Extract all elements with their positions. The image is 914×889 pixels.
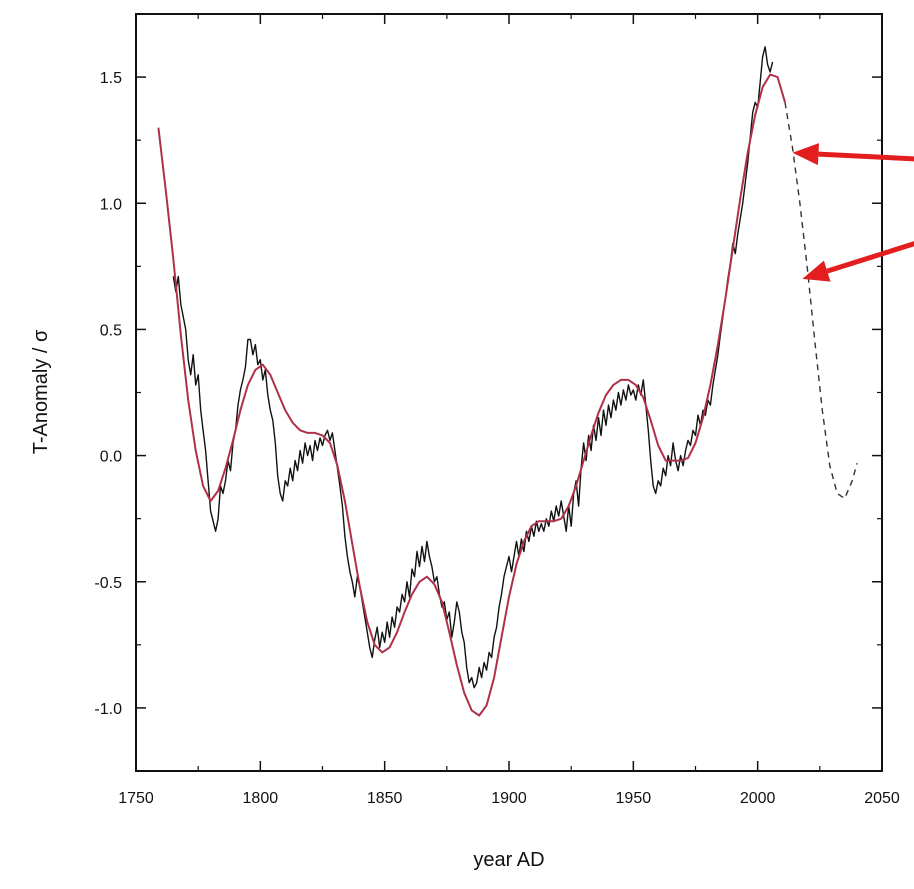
series-line-projection <box>784 102 858 500</box>
x-tick-label: 1800 <box>243 790 279 807</box>
y-tick-label: 0.0 <box>100 449 122 466</box>
y-tick-label: 1.5 <box>100 70 122 87</box>
tick-labels: 1750 1800 1850 1900 1950 2000 2050 -1.0 -0.5 0.0 0… <box>94 70 899 807</box>
x-tick-label: 1900 <box>491 790 527 807</box>
series-line-fit <box>157 73 786 717</box>
annotation-arrow-head <box>792 143 819 166</box>
plot-frame <box>135 13 883 772</box>
y-tick-label: 1.0 <box>100 196 122 213</box>
y-tick-label: -0.5 <box>94 575 122 592</box>
x-tick-label: 1850 <box>367 790 403 807</box>
x-tick-label: 2050 <box>864 790 900 807</box>
series-line-observed <box>172 46 774 689</box>
y-tick-label: 0.5 <box>100 322 122 339</box>
x-tick-label: 2000 <box>740 790 776 807</box>
y-axis-title: T-Anomaly / σ <box>30 329 52 454</box>
annotation-layer <box>792 143 914 282</box>
x-tick-label: 1950 <box>616 790 652 807</box>
x-axis-title: year AD <box>473 849 544 871</box>
annotation-arrow-head <box>802 260 831 282</box>
annotation-arrow-shaft <box>826 241 914 274</box>
tick-marks <box>135 14 883 772</box>
y-tick-label: -1.0 <box>94 701 122 718</box>
x-tick-label: 1750 <box>118 790 154 807</box>
series-layer <box>157 46 858 717</box>
annotation-arrow-shaft <box>818 151 914 162</box>
